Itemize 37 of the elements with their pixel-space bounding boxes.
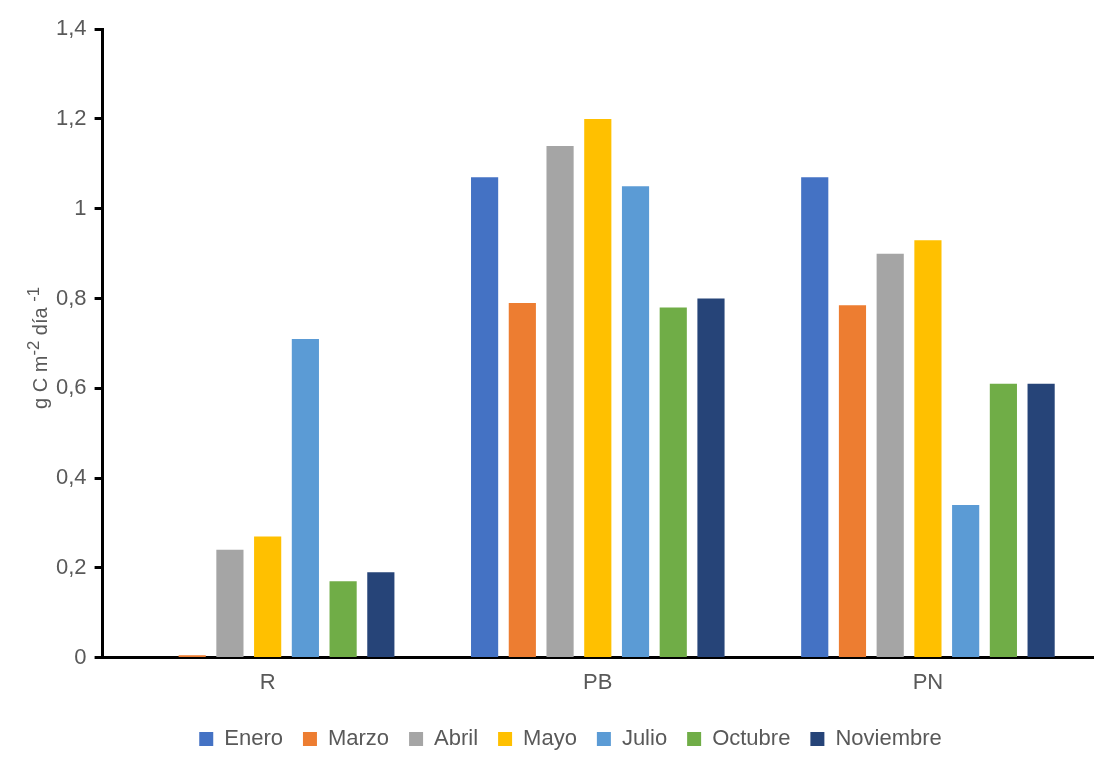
legend-label: Julio <box>621 725 668 751</box>
bar <box>1027 383 1055 658</box>
bar <box>838 305 867 658</box>
y-tick-label: 0,6 <box>55 374 87 400</box>
bar <box>697 298 725 658</box>
x-tick-label: R <box>259 668 276 694</box>
bar <box>254 536 282 658</box>
legend-label: Octubre <box>712 725 791 751</box>
x-tick-label: PN <box>912 668 944 694</box>
bar <box>914 240 942 658</box>
x-tick-label: PB <box>583 668 613 694</box>
bar <box>621 186 650 658</box>
bar <box>952 504 980 658</box>
bar <box>584 118 612 658</box>
bar <box>216 549 244 658</box>
bar <box>291 338 319 658</box>
legend-label: Enero <box>224 725 283 751</box>
bar <box>801 177 829 658</box>
y-tick-label: 0,8 <box>55 284 87 310</box>
y-tick-label: 0,4 <box>55 464 87 490</box>
y-tick-label: 1,4 <box>55 15 87 41</box>
y-tick-label: 1 <box>74 194 87 220</box>
bar <box>471 177 499 658</box>
bar <box>367 572 395 658</box>
bar <box>659 307 687 658</box>
bar <box>329 581 357 658</box>
y-tick-label: 1,2 <box>55 105 87 131</box>
bar <box>546 145 574 658</box>
y-tick-label: 0,2 <box>55 553 87 579</box>
legend-label: Mayo <box>523 725 577 751</box>
bar <box>989 383 1017 658</box>
y-tick-label: 0 <box>74 643 87 669</box>
legend-label: Abril <box>434 725 479 751</box>
bar <box>508 303 536 658</box>
bar <box>876 253 904 658</box>
legend-label: Marzo <box>327 725 390 751</box>
legend-label: Noviembre <box>835 725 942 751</box>
